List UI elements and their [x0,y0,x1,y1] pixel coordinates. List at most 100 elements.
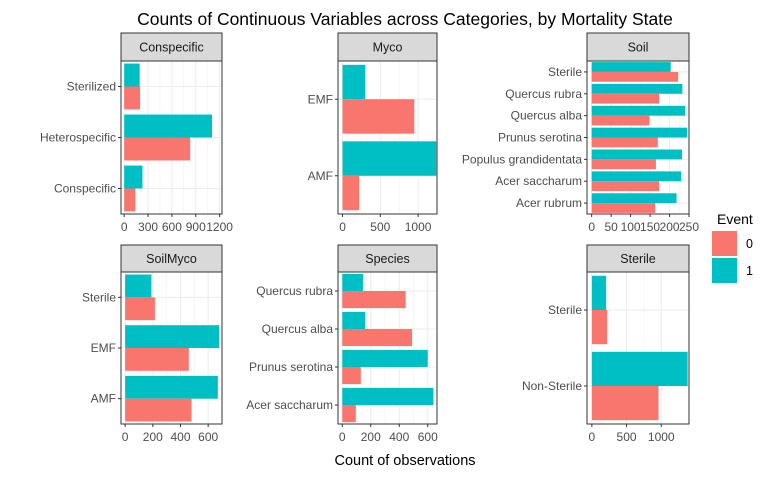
panel-conspecific-strip-label: Conspecific [139,41,204,55]
y-tick-label: Sterile [548,303,582,317]
bar-quercus-rubra-event-0 [591,93,660,104]
y-tick-label: EMF [308,92,333,106]
y-tick-label: Quercus alba [511,109,583,123]
bar-amf-event-1 [125,375,218,399]
bar-acer-rubrum-event-0 [591,203,656,213]
chart-title: Counts of Continuous Variables across Ca… [137,9,673,29]
y-tick-label: Quercus rubra [256,284,333,298]
bar-heterospecific-event-1 [124,114,213,138]
panel-sterile-border [586,271,690,425]
bar-prunus-serotina-event-0 [342,367,361,385]
x-tick-label: 0 [121,220,128,234]
bar-acer-saccharum-event-1 [342,387,434,405]
y-tick-label: Non-Sterile [522,379,582,393]
bar-sterile-event-1 [591,62,671,72]
bar-quercus-rubra-event-1 [342,273,363,291]
bar-heterospecific-event-0 [124,137,191,161]
x-tick-label: 1000 [405,220,432,234]
panel-soilmyco: SoilMyco Sterile EMF AMF 0 200 400 600 [82,244,223,444]
bar-amf-event-1 [342,141,437,176]
panel-myco-strip-label: Myco [373,41,403,55]
panel-sterile: Sterile Sterile Non-Sterile 0 500 1000 [522,244,690,444]
legend: Event 01 [712,211,753,283]
legend-label-event-0: 0 [746,237,753,251]
bar-prunus-serotina-event-1 [342,349,428,367]
legend-label-event-1: 1 [746,264,753,278]
x-tick-label: 600 [162,220,182,234]
x-tick-label: 200 [660,220,680,234]
y-tick-label: Acer saccharum [246,398,333,412]
x-tick-label: 0 [339,430,346,444]
panel-soil-strip [586,32,690,62]
bar-quercus-alba-event-1 [591,105,686,116]
bar-sterile-event-0 [591,71,679,82]
x-tick-label: 500 [370,220,390,234]
y-tick-label: Sterile [548,65,582,79]
x-tick-label: 50 [604,220,618,234]
bar-acer-saccharum-event-0 [342,405,356,423]
x-tick-label: 250 [679,220,699,234]
bar-prunus-serotina-event-0 [591,137,658,148]
panel-species-strip [337,244,438,273]
panel-conspecific: Conspecific Sterilized Heterospecific Consp… [40,32,233,234]
y-tick-label: Sterile [82,290,116,304]
bar-prunus-serotina-event-1 [591,127,688,138]
panel-species: Species Quercus rubra Quercus alba Prunus s… [246,244,438,444]
panel-species-border [337,271,438,425]
y-tick-label: Populus grandidentata [462,152,582,166]
panel-soilmyco-strip [120,244,223,273]
x-tick-label: 100 [621,220,641,234]
x-tick-label: 600 [418,430,438,444]
bar-conspecific-event-0 [124,188,136,212]
panel-soil: Soil Sterile Quercus rubra Quercus alba Prun… [462,32,699,234]
x-tick-label: 0 [339,220,346,234]
bar-populus-grandidentata-event-1 [591,149,682,160]
legend-items: 01 [712,231,753,283]
x-tick-label: 200 [361,430,381,444]
panel-sterile-strip-label: Sterile [620,252,655,266]
bar-quercus-rubra-event-0 [342,291,406,309]
bar-emf-event-1 [342,64,366,100]
y-tick-label: Sterilized [67,80,116,94]
x-tick-label: 500 [617,430,637,444]
bar-sterilized-event-1 [124,63,140,87]
y-tick-label: AMF [308,169,333,183]
panel-myco-border [337,60,438,215]
bar-sterile-event-1 [125,274,152,298]
bar-acer-saccharum-event-1 [591,171,682,182]
y-tick-label: Heterospecific [40,131,116,145]
panel-sterile-strip [586,244,690,273]
x-tick-label: 400 [170,430,190,444]
bar-acer-saccharum-event-0 [591,181,660,192]
panel-soil-strip-label: Soil [628,41,649,55]
bar-sterilized-event-0 [124,86,141,110]
panel-myco: Myco EMF AMF 0 500 1000 [308,32,438,234]
bar-quercus-alba-event-1 [342,311,366,329]
x-tick-label: 0 [122,430,129,444]
bar-quercus-alba-event-0 [342,329,413,347]
legend-title: Event [717,211,753,227]
bar-sterile-event-1 [591,275,607,310]
y-tick-label: Acer saccharum [495,174,582,188]
x-tick-label: 1200 [206,220,233,234]
bar-non-sterile-event-0 [591,386,659,421]
bar-sterile-event-0 [591,310,608,345]
bar-acer-rubrum-event-1 [591,193,677,204]
y-tick-label: Prunus serotina [498,131,582,145]
panel-myco-strip [337,32,438,62]
y-tick-label: Quercus rubra [505,87,582,101]
bar-emf-event-1 [125,325,220,348]
legend-key-event-1 [712,258,737,283]
x-tick-label: 600 [198,430,218,444]
bar-populus-grandidentata-event-0 [591,159,656,170]
x-tick-label: 300 [138,220,158,234]
x-tick-label: 900 [186,220,206,234]
x-axis-title: Count of observations [334,453,475,469]
x-tick-label: 400 [389,430,409,444]
facet-panels: Conspecific Sterilized Heterospecific Consp… [40,32,699,444]
y-tick-label: Acer rubrum [516,196,582,210]
bar-quercus-rubra-event-1 [591,83,683,94]
bar-amf-event-0 [125,398,192,422]
